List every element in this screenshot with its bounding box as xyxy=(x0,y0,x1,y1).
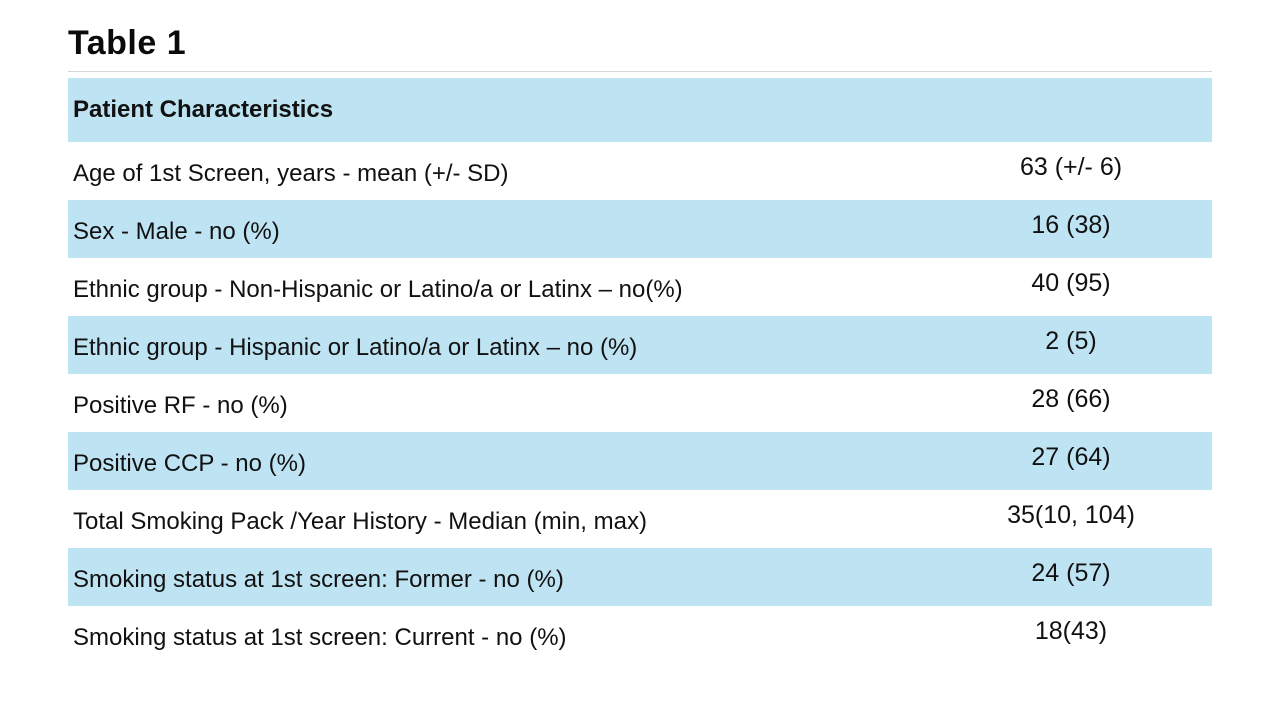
row-label: Positive CCP - no (%) xyxy=(73,449,306,477)
row-label: Ethnic group - Hispanic or Latino/a or L… xyxy=(73,333,638,361)
row-value: 24 (57) xyxy=(1031,558,1111,587)
table-row: Positive CCP - no (%) 27 (64) xyxy=(68,432,1212,490)
row-value: 18(43) xyxy=(1034,616,1108,645)
row-value: 40 (95) xyxy=(1031,268,1111,297)
table-header-label: Patient Characteristics xyxy=(73,96,334,123)
table-title: Table 1 xyxy=(68,24,187,62)
patient-characteristics-table: Patient Characteristics Age of 1st Scree… xyxy=(68,71,1212,664)
table-row: Sex - Male - no (%) 16 (38) xyxy=(68,200,1212,258)
row-label: Positive RF - no (%) xyxy=(73,391,288,419)
table-header-row: Patient Characteristics xyxy=(68,78,1212,142)
table-row: Smoking status at 1st screen: Current - … xyxy=(68,606,1212,664)
row-value: 16 (38) xyxy=(1031,210,1111,239)
row-label: Sex - Male - no (%) xyxy=(73,217,280,245)
table-row: Smoking status at 1st screen: Former - n… xyxy=(68,548,1212,606)
row-value: 28 (66) xyxy=(1031,384,1111,413)
row-label: Ethnic group - Non-Hispanic or Latino/a … xyxy=(73,275,683,303)
row-value: 27 (64) xyxy=(1031,442,1111,471)
row-label: Smoking status at 1st screen: Current - … xyxy=(73,623,567,651)
row-value: 2 (5) xyxy=(1045,326,1097,355)
row-value: 63 (+/- 6) xyxy=(1019,152,1123,181)
row-label: Total Smoking Pack /Year History - Media… xyxy=(73,507,647,535)
table-header-value-spacer xyxy=(930,106,1212,114)
row-label: Age of 1st Screen, years - mean (+/- SD) xyxy=(73,159,509,187)
table-top-border xyxy=(68,71,1212,72)
row-label: Smoking status at 1st screen: Former - n… xyxy=(73,565,564,593)
row-value: 35(10, 104) xyxy=(1007,500,1135,529)
table-row: Age of 1st Screen, years - mean (+/- SD)… xyxy=(68,142,1212,200)
table-row: Ethnic group - Non-Hispanic or Latino/a … xyxy=(68,258,1212,316)
table-body: Age of 1st Screen, years - mean (+/- SD)… xyxy=(68,142,1212,664)
table-row: Positive RF - no (%) 28 (66) xyxy=(68,374,1212,432)
table-row: Total Smoking Pack /Year History - Media… xyxy=(68,490,1212,548)
table-row: Ethnic group - Hispanic or Latino/a or L… xyxy=(68,316,1212,374)
